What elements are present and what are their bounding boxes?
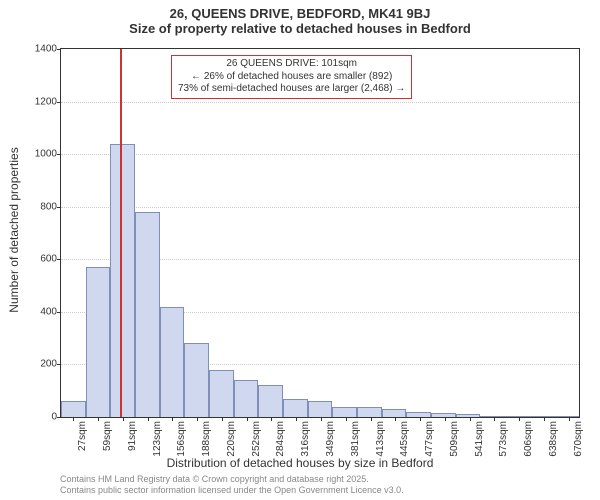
- x-tick-label: 59sqm: [102, 421, 113, 451]
- x-tick-label: 27sqm: [77, 421, 88, 451]
- y-tick-label: 800: [27, 201, 57, 212]
- x-tick-label: 156sqm: [176, 421, 187, 457]
- x-tick-label: 606sqm: [523, 421, 534, 457]
- x-tick-label: 381sqm: [350, 421, 361, 457]
- x-tick-label: 413sqm: [375, 421, 386, 457]
- y-tick-label: 1200: [27, 96, 57, 107]
- chart-title-sub: Size of property relative to detached ho…: [0, 21, 600, 38]
- x-tick-label: 573sqm: [498, 421, 509, 457]
- x-tick-label: 316sqm: [300, 421, 311, 457]
- x-tick-label: 638sqm: [548, 421, 559, 457]
- footer-line2: Contains public sector information licen…: [60, 485, 404, 496]
- x-axis-label: Distribution of detached houses by size …: [0, 456, 600, 470]
- y-tick-label: 200: [27, 359, 57, 370]
- y-tick-label: 1400: [27, 44, 57, 55]
- x-tick-label: 220sqm: [226, 421, 237, 457]
- x-tick-label: 670sqm: [573, 421, 584, 457]
- chart-title-main: 26, QUEENS DRIVE, BEDFORD, MK41 9BJ: [0, 0, 600, 21]
- x-tick-label: 509sqm: [449, 421, 460, 457]
- y-tick-label: 1000: [27, 149, 57, 160]
- plot-area: 26 QUEENS DRIVE: 101sqm ← 26% of detache…: [60, 48, 580, 418]
- y-tick-label: 400: [27, 306, 57, 317]
- x-tick-label: 445sqm: [399, 421, 410, 457]
- x-tick-label: 91sqm: [127, 421, 138, 451]
- footer-line1: Contains HM Land Registry data © Crown c…: [60, 474, 404, 485]
- x-tick-label: 541sqm: [474, 421, 485, 457]
- y-tick-label: 600: [27, 254, 57, 265]
- x-tick-label: 188sqm: [201, 421, 212, 457]
- y-axis-label: Number of detached properties: [7, 147, 21, 312]
- x-tick-label: 349sqm: [325, 421, 336, 457]
- y-tick-label: 0: [27, 412, 57, 423]
- x-tick-label: 284sqm: [275, 421, 286, 457]
- x-tick-label: 252sqm: [251, 421, 262, 457]
- x-tick-label: 477sqm: [424, 421, 435, 457]
- chart-box: 26 QUEENS DRIVE: 101sqm ← 26% of detache…: [60, 48, 580, 418]
- footer-credits: Contains HM Land Registry data © Crown c…: [60, 474, 404, 496]
- x-tick-label: 123sqm: [152, 421, 163, 457]
- y-ticks: 0200400600800100012001400: [61, 49, 579, 417]
